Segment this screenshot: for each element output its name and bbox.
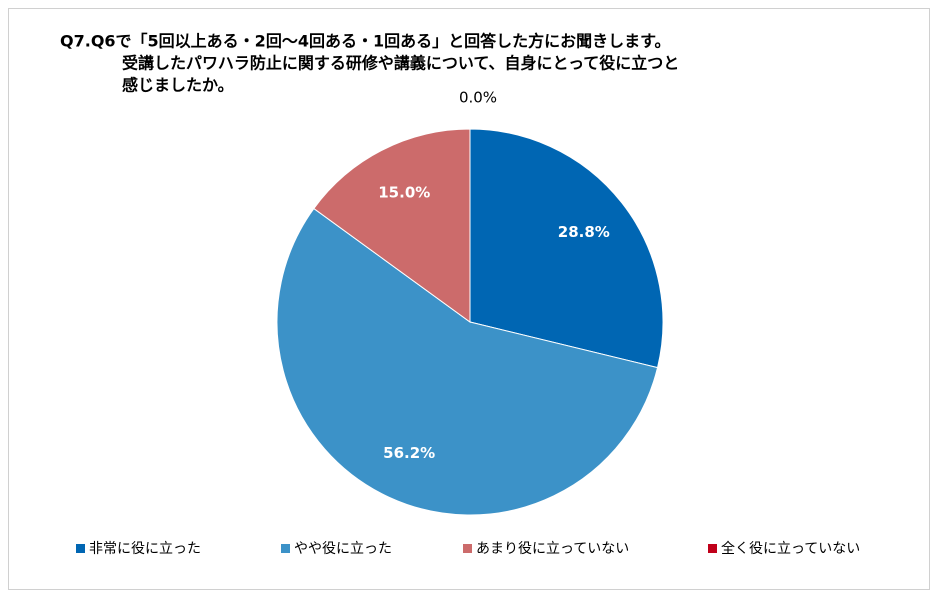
data-label: 15.0% [378, 184, 430, 202]
chart-title: 受講したパワハラ防止に関する研修や講義について、自身にとって役に立つと [122, 54, 679, 73]
legend-swatch [281, 544, 290, 553]
chart-title: Q7.Q6で「5回以上ある・2回～4回ある・1回ある」と回答した方にお聞きします… [60, 32, 670, 51]
chart-title: 感じましたか。 [122, 76, 234, 95]
legend-label: 全く役に立っていない [721, 540, 860, 557]
pie-slice [469, 128, 664, 369]
pie-slice [276, 207, 659, 516]
data-label: 0.0% [459, 89, 497, 107]
legend-label: やや役に立った [294, 541, 392, 557]
data-label: 56.2% [383, 444, 435, 462]
data-label: 28.8% [558, 223, 610, 241]
legend-label: あまり役に立っていない [476, 541, 629, 557]
pie-slice [313, 128, 471, 323]
legend-label: 非常に役に立った [89, 541, 201, 557]
legend-swatch [463, 544, 472, 553]
legend-swatch [708, 544, 717, 553]
legend-swatch [76, 544, 85, 553]
